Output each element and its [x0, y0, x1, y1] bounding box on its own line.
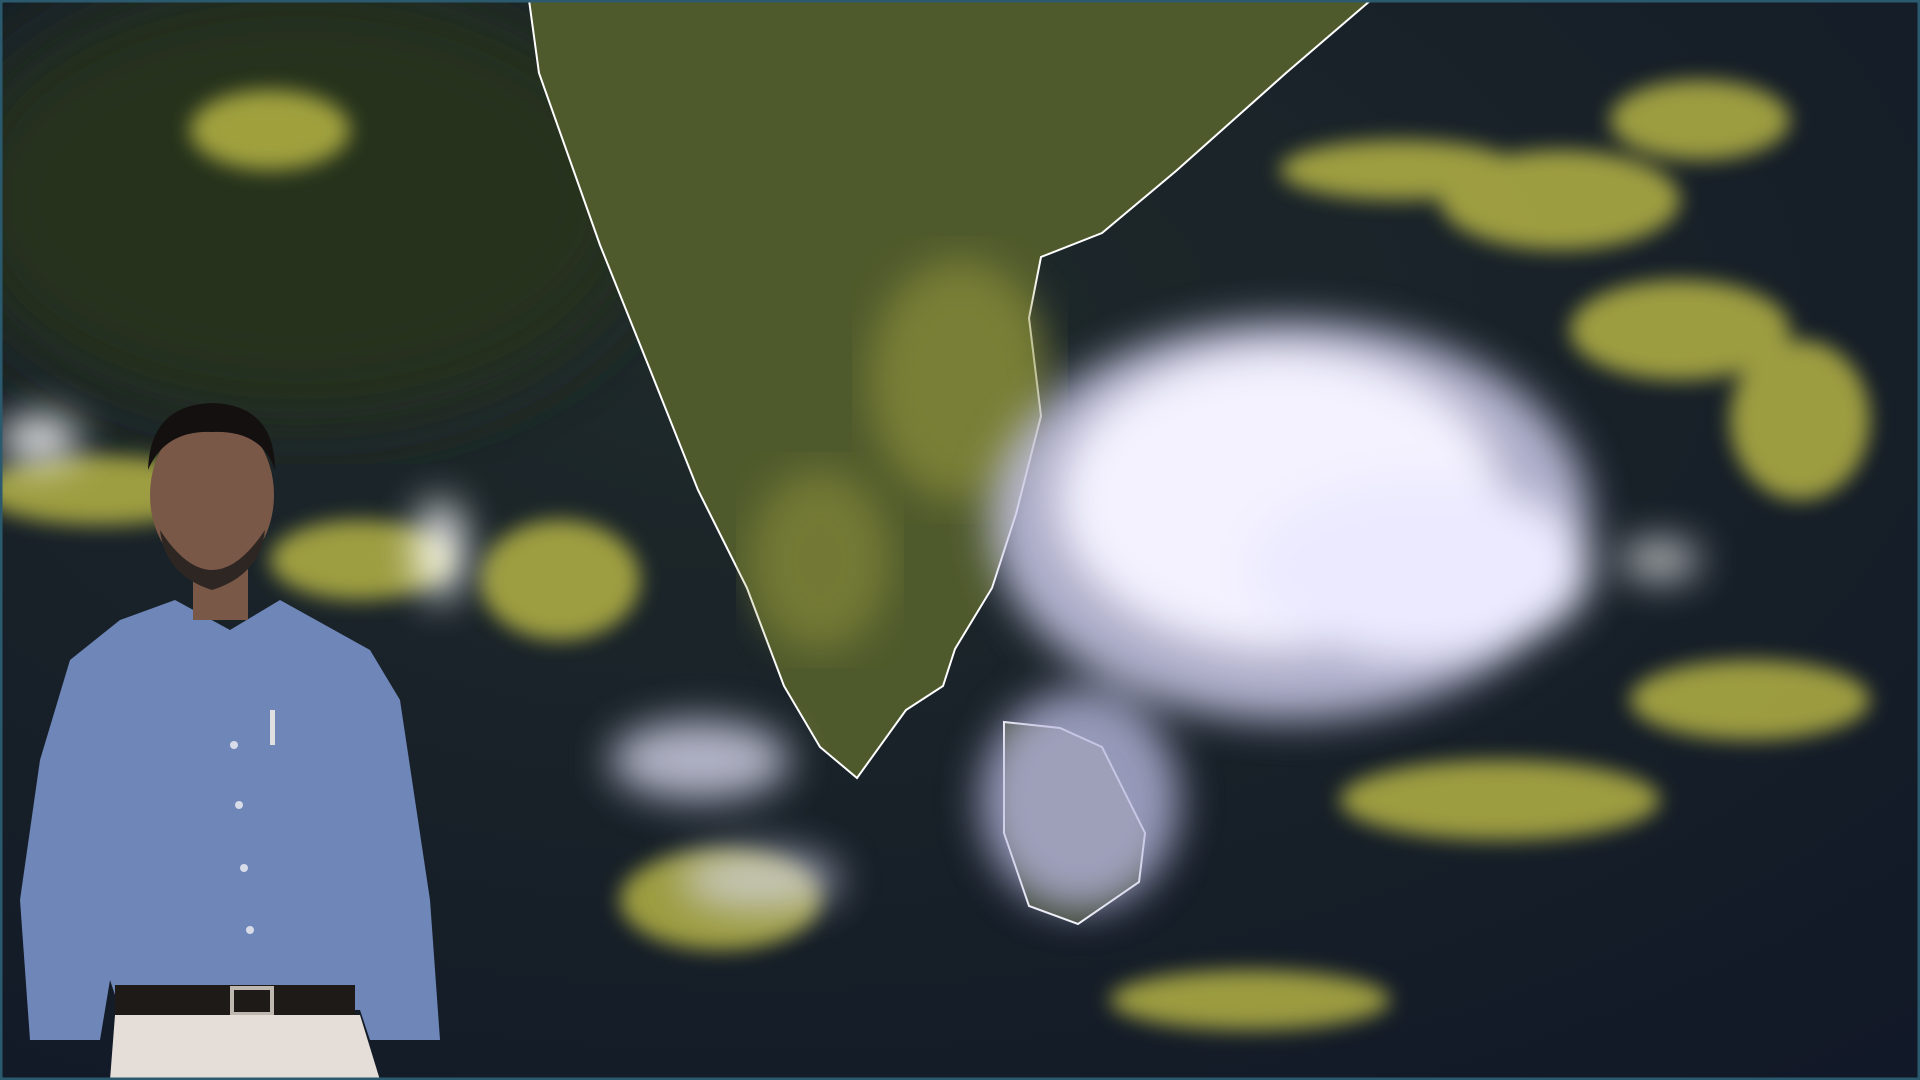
pen	[270, 710, 275, 745]
cloud-patch	[870, 260, 1050, 500]
cyclone-cloud-mass	[0, 320, 1700, 910]
hair	[148, 403, 275, 470]
beard	[160, 530, 265, 590]
face	[150, 415, 274, 575]
shirt	[20, 600, 440, 1040]
trousers	[110, 1015, 380, 1080]
dark-haze	[0, 0, 650, 420]
shirt-buttons	[230, 741, 254, 934]
person	[20, 403, 440, 1080]
cloud-patch	[750, 470, 890, 650]
belt-buckle	[230, 986, 274, 1016]
yellow-clouds	[0, 80, 1870, 1030]
